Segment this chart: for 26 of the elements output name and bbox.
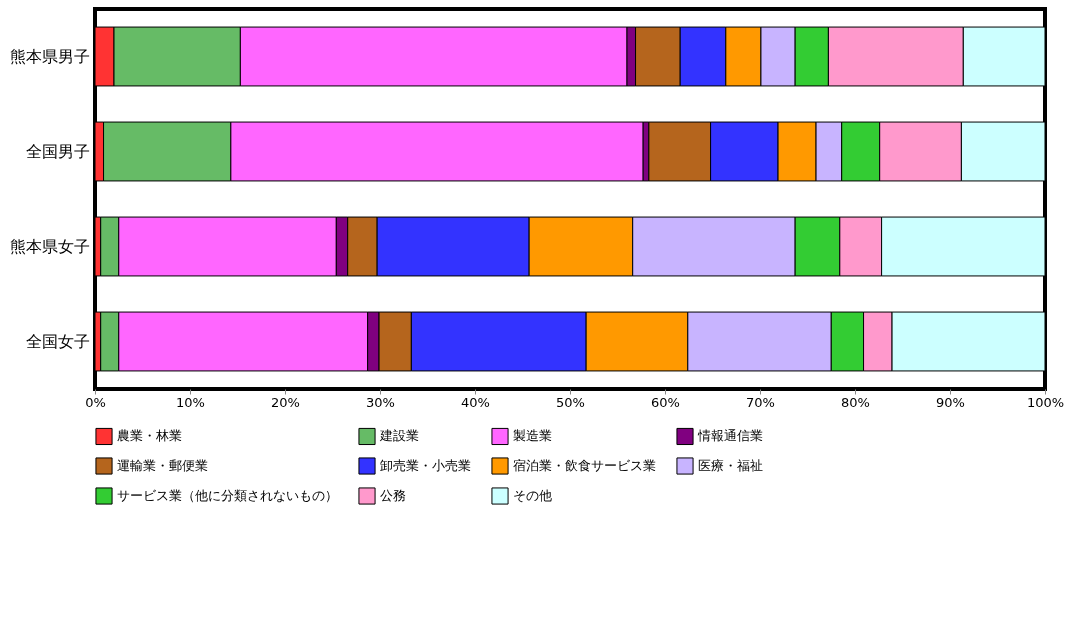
y-tick-label: 熊本県女子 [9, 236, 90, 256]
legend-label: 宿泊業・飲食サービス業 [513, 458, 656, 473]
legend-label: サービス業（他に分類されないもの） [117, 488, 338, 503]
y-tick-label: 全国男子 [25, 141, 90, 161]
legend-label: 建設業 [379, 428, 419, 444]
x-tick-label: 100% [1026, 394, 1065, 410]
legend-label: 情報通信業 [697, 428, 763, 444]
x-tick-label: 40% [461, 394, 490, 410]
x-tick-label: 90% [936, 394, 965, 410]
legend-label: 農業・林業 [117, 428, 182, 444]
legend-label: 製造業 [513, 428, 552, 444]
y-tick-label: 全国女子 [25, 331, 90, 351]
x-tick-label: 70% [746, 394, 775, 410]
x-tick-label: 10% [176, 394, 205, 410]
x-tick-label: 80% [841, 394, 870, 410]
legend-label: 公務 [380, 488, 406, 503]
legend-label: 卸売業・小売業 [380, 458, 471, 473]
x-tick-label: 50% [556, 394, 585, 410]
x-tick-label: 60% [651, 394, 680, 410]
x-tick-label: 0% [85, 394, 106, 410]
legend-label: 医療・福祉 [698, 458, 763, 473]
legend-label: その他 [513, 488, 552, 503]
y-tick-label: 熊本県男子 [9, 46, 90, 66]
x-tick-label: 20% [271, 394, 300, 410]
legend-label: 運輸業・郵便業 [117, 458, 208, 473]
x-tick-label: 30% [366, 394, 395, 410]
